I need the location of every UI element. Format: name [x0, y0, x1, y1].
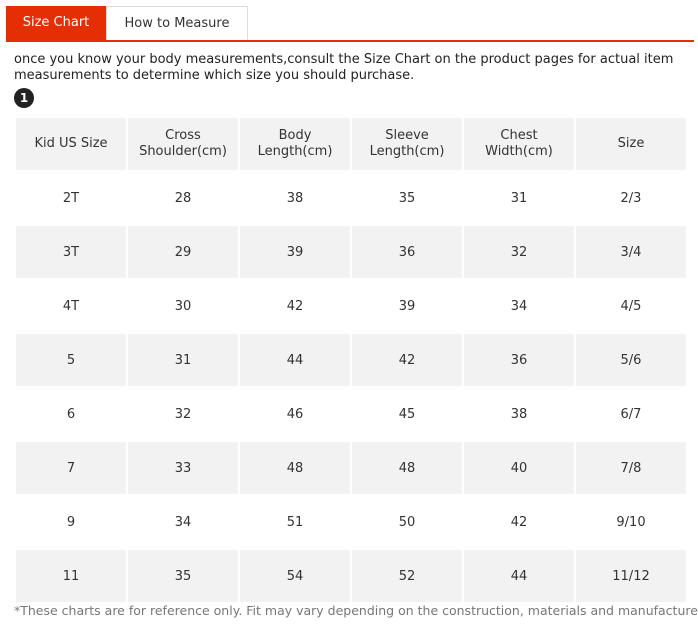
size-tabs: Size Chart How to Measure [6, 6, 694, 42]
intro-text: once you know your body measurements,con… [14, 52, 674, 83]
table-cell: 36 [464, 334, 574, 386]
table-cell: 45 [352, 388, 462, 440]
table-cell: 7/8 [576, 442, 686, 494]
table-cell: 31 [464, 172, 574, 224]
table-cell: 42 [240, 280, 350, 332]
table-cell: 34 [464, 280, 574, 332]
table-row: 9 34 51 50 42 9/10 [16, 496, 686, 548]
table-row: 5 31 44 42 36 5/6 [16, 334, 686, 386]
table-cell: 52 [352, 550, 462, 602]
table-cell: 54 [240, 550, 350, 602]
table-cell: 44 [464, 550, 574, 602]
table-cell: 3T [16, 226, 126, 278]
table-cell: 32 [464, 226, 574, 278]
table-cell: 38 [240, 172, 350, 224]
table-cell: 11 [16, 550, 126, 602]
table-cell: 28 [128, 172, 238, 224]
header-size: Size [576, 118, 686, 170]
table-cell: 42 [464, 496, 574, 548]
table-cell: 7 [16, 442, 126, 494]
header-kid-us-size: Kid US Size [16, 118, 126, 170]
table-cell: 35 [352, 172, 462, 224]
table-cell: 31 [128, 334, 238, 386]
table-cell: 34 [128, 496, 238, 548]
table-cell: 50 [352, 496, 462, 548]
table-row: 7 33 48 48 40 7/8 [16, 442, 686, 494]
table-cell: 39 [352, 280, 462, 332]
table-cell: 11/12 [576, 550, 686, 602]
table-cell: 5/6 [576, 334, 686, 386]
size-chart-table: Kid US Size Cross Shoulder(cm) Body Leng… [14, 116, 688, 604]
table-cell: 3/4 [576, 226, 686, 278]
table-cell: 30 [128, 280, 238, 332]
table-cell: 6 [16, 388, 126, 440]
table-row: 11 35 54 52 44 11/12 [16, 550, 686, 602]
header-sleeve-length: Sleeve Length(cm) [352, 118, 462, 170]
table-cell: 35 [128, 550, 238, 602]
table-cell: 6/7 [576, 388, 686, 440]
header-body-length: Body Length(cm) [240, 118, 350, 170]
table-cell: 32 [128, 388, 238, 440]
table-cell: 51 [240, 496, 350, 548]
disclaimer-footnote: *These charts are for reference only. Fi… [14, 603, 698, 618]
table-cell: 40 [464, 442, 574, 494]
table-row: 6 32 46 45 38 6/7 [16, 388, 686, 440]
table-cell: 46 [240, 388, 350, 440]
step-number-badge: 1 [14, 88, 34, 108]
table-cell: 4T [16, 280, 126, 332]
table-cell: 48 [240, 442, 350, 494]
table-row: 4T 30 42 39 34 4/5 [16, 280, 686, 332]
table-cell: 9 [16, 496, 126, 548]
tab-how-to-measure[interactable]: How to Measure [106, 6, 248, 40]
tab-size-chart[interactable]: Size Chart [6, 6, 106, 40]
table-cell: 4/5 [576, 280, 686, 332]
table-cell: 9/10 [576, 496, 686, 548]
header-chest-width: Chest Width(cm) [464, 118, 574, 170]
table-cell: 36 [352, 226, 462, 278]
table-header-row: Kid US Size Cross Shoulder(cm) Body Leng… [16, 118, 686, 170]
table-cell: 2T [16, 172, 126, 224]
table-cell: 38 [464, 388, 574, 440]
table-row: 2T 28 38 35 31 2/3 [16, 172, 686, 224]
table-cell: 5 [16, 334, 126, 386]
table-cell: 39 [240, 226, 350, 278]
table-cell: 48 [352, 442, 462, 494]
header-cross-shoulder: Cross Shoulder(cm) [128, 118, 238, 170]
table-cell: 29 [128, 226, 238, 278]
table-cell: 2/3 [576, 172, 686, 224]
table-cell: 42 [352, 334, 462, 386]
table-row: 3T 29 39 36 32 3/4 [16, 226, 686, 278]
table-cell: 33 [128, 442, 238, 494]
table-cell: 44 [240, 334, 350, 386]
